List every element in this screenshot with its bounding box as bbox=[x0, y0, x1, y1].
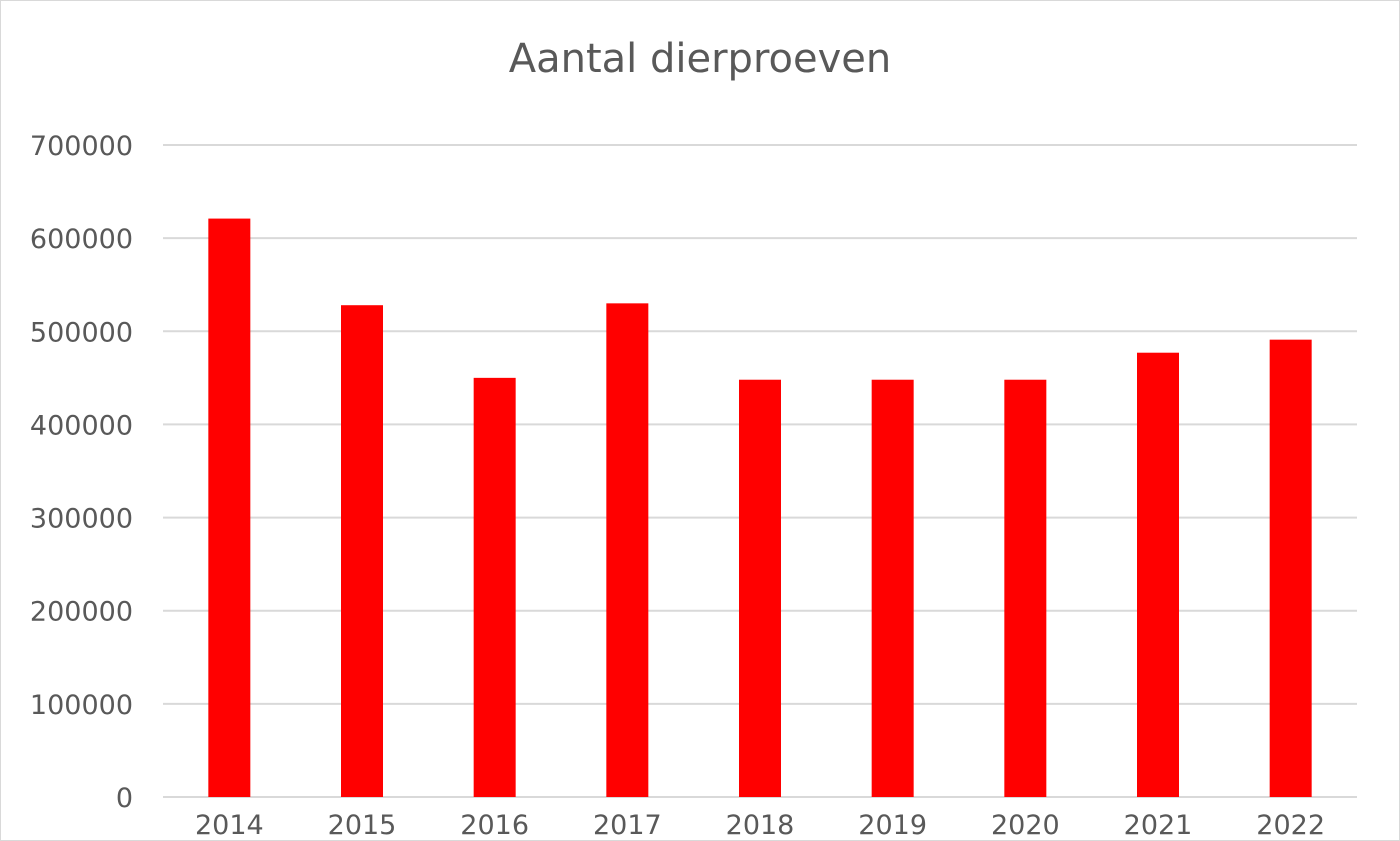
bar-2020 bbox=[1004, 379, 1047, 797]
y-tick-label: 700000 bbox=[30, 131, 133, 162]
y-axis: 0 100000 200000 300000 400000 500000 600000 700… bbox=[30, 131, 133, 814]
bar-2019 bbox=[871, 379, 914, 797]
y-tick-label: 300000 bbox=[30, 504, 133, 535]
y-tick-label: 600000 bbox=[30, 224, 133, 255]
y-tick-label: 100000 bbox=[30, 690, 133, 721]
x-tick-label: 2020 bbox=[991, 810, 1060, 841]
chart-title: Aantal dierproeven bbox=[508, 36, 892, 82]
x-tick-label: 2016 bbox=[460, 810, 529, 841]
x-tick-label: 2018 bbox=[726, 810, 795, 841]
x-tick-label: 2015 bbox=[328, 810, 397, 841]
bars bbox=[208, 218, 1312, 797]
x-tick-label: 2014 bbox=[195, 810, 264, 841]
x-tick-label: 2017 bbox=[593, 810, 662, 841]
y-tick-label: 200000 bbox=[30, 597, 133, 628]
bar-2016 bbox=[473, 377, 516, 797]
y-tick-label: 0 bbox=[116, 783, 133, 814]
bar-2017 bbox=[606, 303, 649, 797]
y-tick-label: 400000 bbox=[30, 410, 133, 441]
bar-2015 bbox=[341, 305, 383, 797]
y-tick-label: 500000 bbox=[30, 317, 133, 348]
bar-2021 bbox=[1137, 352, 1179, 797]
x-tick-label: 2022 bbox=[1256, 810, 1325, 841]
x-axis: 2014 2015 2016 2017 2018 2019 2020 2021 2022 bbox=[195, 810, 1325, 841]
bar-2018 bbox=[739, 379, 781, 797]
bar-2022 bbox=[1269, 339, 1312, 797]
bar-2014 bbox=[208, 218, 251, 797]
x-tick-label: 2019 bbox=[858, 810, 927, 841]
x-tick-label: 2021 bbox=[1124, 810, 1193, 841]
